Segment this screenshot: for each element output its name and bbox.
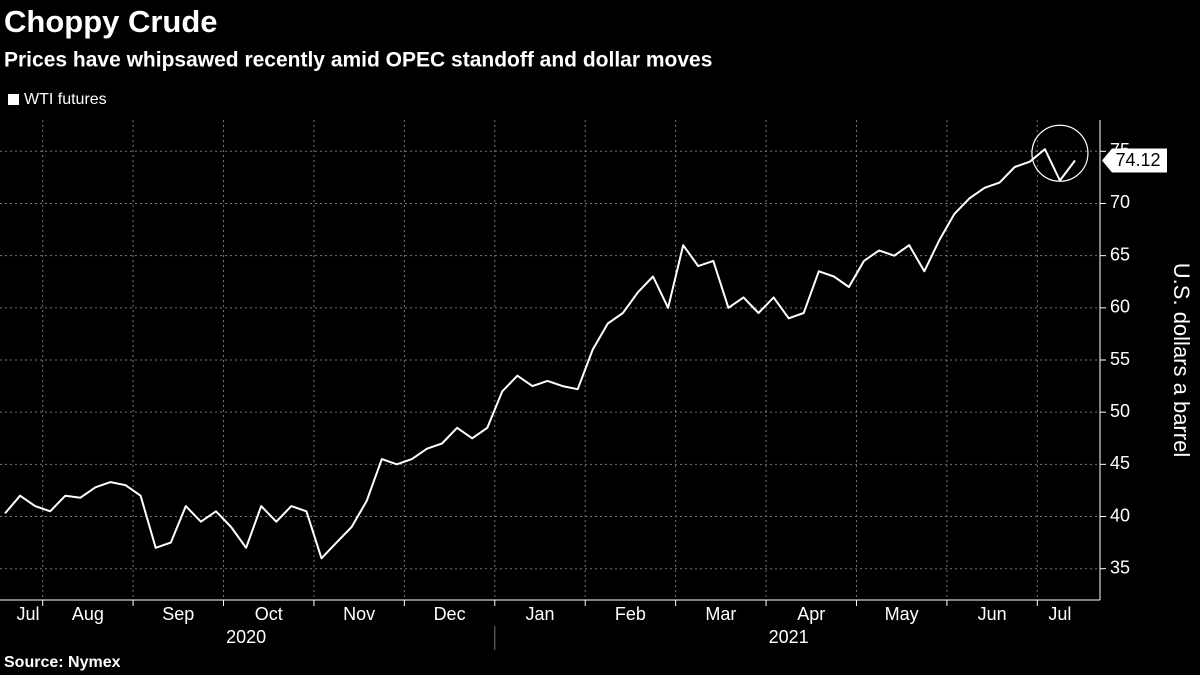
last-value-label: 74.12 <box>1115 150 1160 170</box>
x-tick-label: Apr <box>797 604 825 624</box>
source: Source: Nymex <box>4 654 121 671</box>
x-tick-label: Feb <box>615 604 646 624</box>
chart-title: Choppy Crude <box>4 4 218 39</box>
y-axis-label: U.S. dollars a barrel <box>1169 263 1194 457</box>
x-tick-label: Jul <box>1048 604 1071 624</box>
x-tick-label: Oct <box>255 604 283 624</box>
chart-subtitle: Prices have whipsawed recently amid OPEC… <box>4 49 712 72</box>
y-tick-label: 60 <box>1110 297 1130 317</box>
x-tick-label: Sep <box>162 604 194 624</box>
legend-label: WTI futures <box>24 91 107 108</box>
y-tick-label: 55 <box>1110 349 1130 369</box>
y-tick-label: 45 <box>1110 453 1130 473</box>
y-tick-label: 50 <box>1110 401 1130 421</box>
annotation-circle <box>1031 124 1089 182</box>
x-tick-label: Jul <box>16 604 39 624</box>
x-tick-label: Nov <box>343 604 375 624</box>
legend-swatch <box>8 94 19 105</box>
year-label: 2021 <box>769 627 809 647</box>
year-label: 2020 <box>226 627 266 647</box>
y-tick-label: 65 <box>1110 244 1130 264</box>
x-tick-label: May <box>885 604 919 624</box>
x-tick-label: Jan <box>525 604 554 624</box>
y-tick-label: 35 <box>1110 557 1130 577</box>
y-tick-label: 70 <box>1110 192 1130 212</box>
value-tag <box>1102 148 1167 173</box>
x-tick-label: Dec <box>434 604 466 624</box>
x-tick-label: Mar <box>705 604 736 624</box>
x-tick-label: Jun <box>978 604 1007 624</box>
y-tick-label: 40 <box>1110 505 1130 525</box>
line <box>4 148 1076 560</box>
x-tick-label: Aug <box>72 604 104 624</box>
